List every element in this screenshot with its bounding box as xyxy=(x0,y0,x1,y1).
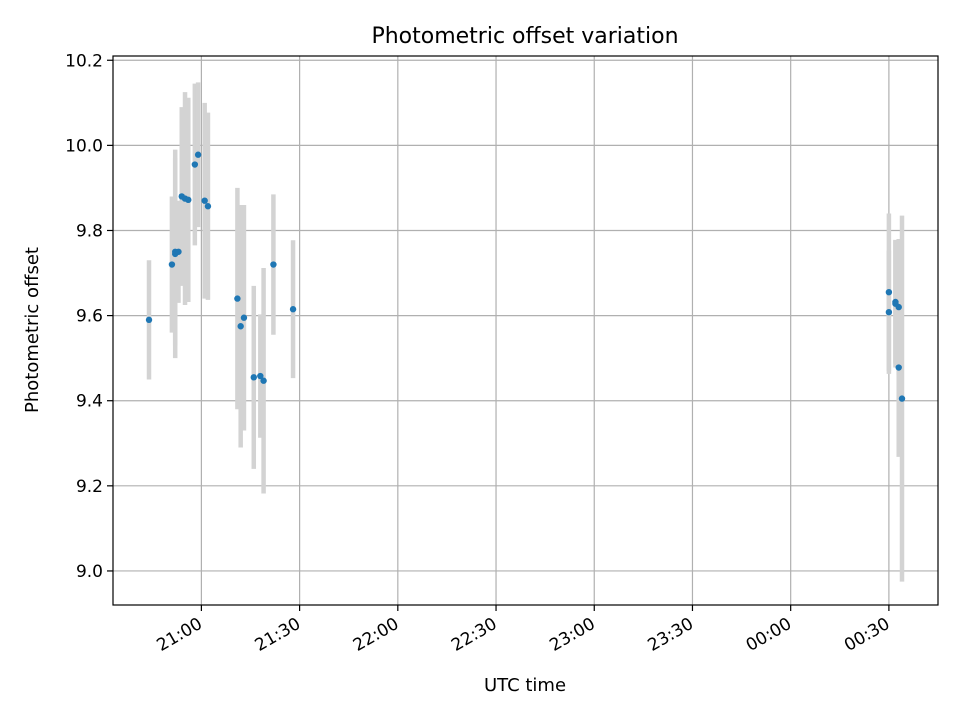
data-point xyxy=(289,306,297,313)
data-point xyxy=(175,248,182,255)
data-point xyxy=(895,303,902,311)
data-point xyxy=(257,372,264,380)
data-point xyxy=(240,314,248,321)
plot-frame xyxy=(112,55,939,606)
data-point xyxy=(270,261,277,268)
y-tick-label: 9.0 xyxy=(76,562,103,582)
data-point xyxy=(201,197,208,204)
grid xyxy=(113,56,938,605)
y-axis-ticks: 9.0 9.2 9.4 9.6 9.8 10.0 10.2 xyxy=(65,51,113,582)
chart-title: Photometric offset variation xyxy=(371,24,678,49)
data-point xyxy=(237,323,244,330)
data-point xyxy=(895,364,902,371)
x-axis-label: UTC time xyxy=(484,675,566,696)
data-point xyxy=(204,203,212,210)
y-tick-label: 9.6 xyxy=(76,307,103,327)
y-tick-label: 10.2 xyxy=(65,51,103,71)
data-point xyxy=(885,309,893,316)
data-point xyxy=(168,261,176,268)
y-tick-label: 9.2 xyxy=(76,477,103,497)
y-axis-label: Photometric offset xyxy=(22,247,43,413)
data-point xyxy=(250,374,257,381)
data-point xyxy=(191,161,199,168)
y-tick-label: 9.8 xyxy=(76,221,103,241)
y-tick-label: 9.4 xyxy=(76,392,103,412)
data-point xyxy=(185,196,192,204)
data-points xyxy=(145,151,906,402)
data-point xyxy=(194,151,202,158)
y-tick-label: 10.0 xyxy=(65,136,103,156)
data-point xyxy=(898,395,906,402)
data-point xyxy=(885,288,893,296)
data-point xyxy=(234,295,241,302)
data-point xyxy=(145,316,153,324)
data-point xyxy=(260,377,267,384)
